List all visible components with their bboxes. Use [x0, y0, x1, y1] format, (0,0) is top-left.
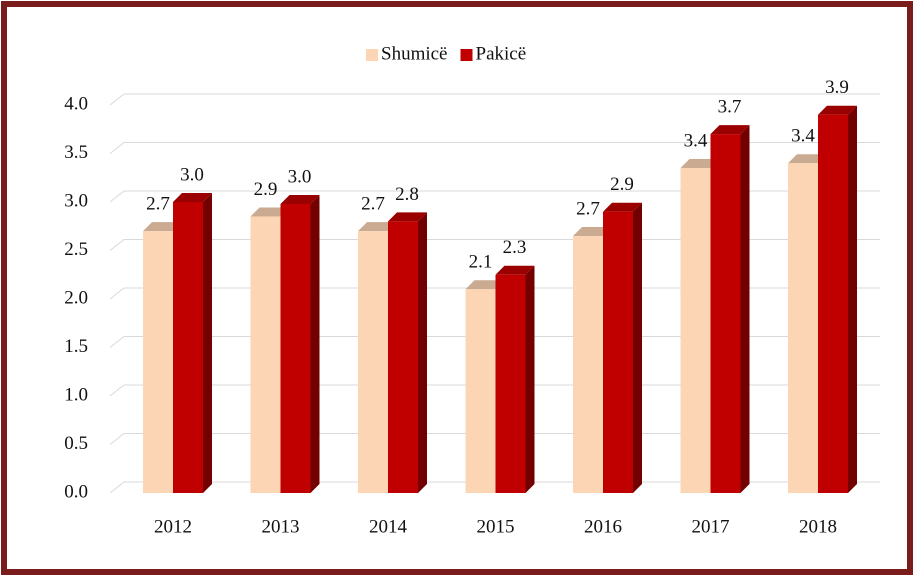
bar	[573, 235, 603, 493]
x-tick-label: 2016	[584, 516, 622, 537]
bar	[465, 289, 496, 493]
bar	[818, 114, 848, 493]
bar-top	[465, 280, 505, 290]
x-tick-label: 2014	[369, 516, 408, 537]
value-label: 2.1	[469, 252, 493, 273]
y-tick-label: 2.0	[64, 287, 88, 308]
bar-side	[525, 265, 535, 493]
bar-side	[633, 202, 642, 493]
y-tick-label: 3.5	[64, 142, 88, 163]
bar-top	[788, 154, 827, 164]
value-label: 2.8	[395, 184, 419, 205]
value-label: 3.4	[791, 126, 815, 147]
bar-side	[418, 212, 427, 493]
bar	[388, 221, 418, 493]
bar-top	[680, 159, 720, 169]
x-tick-label: 2013	[262, 516, 300, 537]
x-tick-label: 2015	[477, 516, 515, 537]
bar-top	[710, 125, 750, 135]
grid-line	[109, 142, 880, 154]
y-tick-label: 1.0	[64, 384, 88, 405]
x-tick-label: 2017	[692, 516, 730, 537]
y-tick-label: 2.5	[64, 239, 88, 260]
bar-top	[388, 212, 427, 222]
bar	[280, 203, 311, 493]
bar-top	[250, 207, 290, 217]
legend-swatch	[366, 49, 378, 61]
bar-top	[603, 202, 642, 212]
x-tick-label: 2012	[154, 516, 192, 537]
bar-side	[740, 125, 750, 493]
value-label: 3.0	[180, 164, 204, 185]
value-label: 2.7	[361, 193, 385, 214]
y-tick-label: 0.0	[64, 481, 88, 502]
legend-label: Pakicë	[476, 43, 527, 64]
legend-label: Shumicë	[381, 43, 448, 64]
bar-top	[173, 193, 212, 202]
y-tick-label: 3.0	[64, 190, 88, 211]
bar-top	[143, 222, 182, 232]
value-label: 3.4	[684, 130, 708, 151]
grid-line	[109, 93, 880, 106]
bar	[173, 202, 203, 493]
value-label: 2.3	[503, 237, 527, 258]
bar	[680, 168, 711, 494]
grid-line	[109, 190, 880, 203]
value-label: 3.0	[288, 166, 312, 187]
bar	[710, 134, 741, 493]
bar-top	[495, 265, 535, 275]
legend-swatch	[460, 49, 473, 61]
value-label: 2.9	[254, 179, 278, 200]
bar	[143, 231, 173, 493]
bar-side	[203, 193, 212, 493]
bar-top	[280, 194, 320, 204]
value-label: 3.9	[825, 77, 849, 98]
bar-side	[848, 105, 857, 493]
y-tick-label: 0.5	[64, 433, 88, 454]
bar	[358, 231, 388, 493]
bar-side	[310, 194, 320, 493]
value-label: 2.7	[576, 198, 600, 219]
value-label: 2.9	[610, 174, 634, 195]
bar-top	[358, 222, 397, 232]
bar	[250, 216, 281, 494]
y-tick-label: 1.5	[64, 336, 88, 357]
value-label: 3.7	[718, 96, 742, 117]
bar-top	[818, 105, 857, 115]
bar	[495, 274, 526, 493]
x-tick-label: 2018	[799, 516, 837, 537]
y-tick-label: 4.0	[64, 93, 88, 114]
bar-top	[573, 226, 612, 236]
value-label: 2.7	[146, 193, 170, 214]
bar	[603, 211, 633, 493]
bar	[788, 163, 818, 493]
